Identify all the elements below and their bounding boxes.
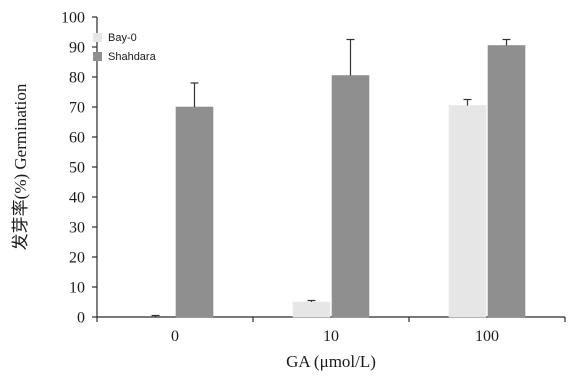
x-ticks: 0 10 100 — [96, 317, 566, 345]
y-ticks: 0 10 20 30 40 50 60 70 80 90 100 — [61, 10, 97, 327]
y-tick-label: 100 — [61, 10, 85, 27]
bar-bay-0-10 — [292, 301, 331, 318]
x-tick-label: 100 — [475, 328, 499, 345]
x-tick-label: 10 — [323, 328, 339, 345]
y-tick-label: 30 — [69, 220, 85, 237]
y-tick-label: 50 — [69, 160, 85, 177]
legend: Bay-0 Shahdara — [93, 32, 157, 63]
y-tick-label: 40 — [69, 190, 85, 207]
y-tick-label: 80 — [69, 70, 85, 87]
bar-shahdara-100 — [487, 45, 526, 318]
y-tick-label: 90 — [69, 40, 85, 57]
y-tick-label: 10 — [69, 280, 85, 297]
y-tick-label: 70 — [69, 100, 85, 117]
y-tick-label: 20 — [69, 250, 85, 267]
x-tick-label: 0 — [171, 328, 179, 345]
legend-swatch — [93, 33, 102, 42]
legend-label: Shahdara — [108, 51, 157, 63]
y-axis-title: 发芽率(%) Germination — [11, 83, 30, 250]
legend-swatch — [93, 52, 102, 61]
bar-shahdara-0 — [175, 106, 214, 318]
bar-bay-0-100 — [448, 105, 487, 318]
bars — [151, 38, 526, 318]
x-axis-title: GA (μmol/L) — [286, 352, 376, 371]
y-tick-label: 0 — [77, 310, 85, 327]
bar-shahdara-10 — [331, 75, 370, 318]
y-tick-label: 60 — [69, 130, 85, 147]
legend-label: Bay-0 — [108, 32, 137, 44]
